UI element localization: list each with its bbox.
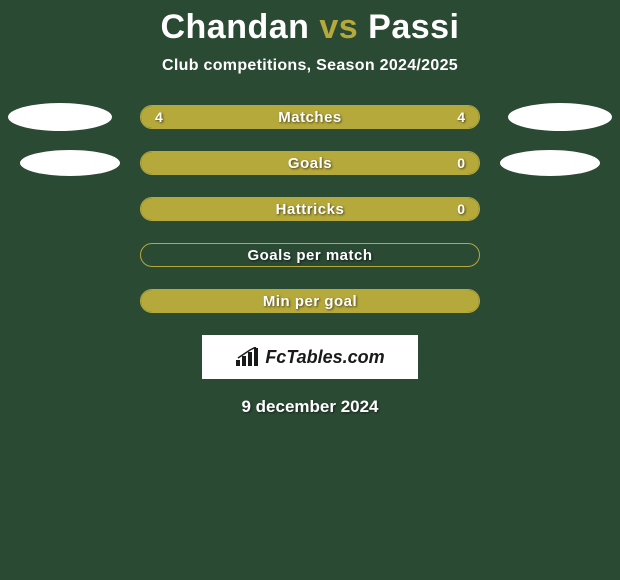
bar-label: Hattricks (141, 201, 479, 218)
stat-row: Hattricks0 (0, 197, 620, 221)
stats-area: 4Matches4Goals0Hattricks0Goals per match… (0, 105, 620, 313)
logo-text: FcTables.com (235, 347, 384, 368)
vs-text: vs (319, 8, 358, 46)
stat-row: 4Matches4 (0, 105, 620, 129)
footer-date: 9 december 2024 (0, 397, 620, 417)
bar-label: Min per goal (141, 293, 479, 310)
stat-bar: Goals per match (140, 243, 480, 267)
bar-value-right: 0 (457, 155, 465, 171)
player1-name: Chandan (160, 8, 309, 46)
chart-icon (235, 347, 261, 367)
right-ellipse (508, 103, 612, 131)
stat-bar: Goals0 (140, 151, 480, 175)
right-ellipse (500, 150, 600, 176)
player2-name: Passi (368, 8, 459, 46)
bar-label: Goals (141, 155, 479, 172)
stat-row: Min per goal (0, 289, 620, 313)
left-ellipse (20, 150, 120, 176)
left-ellipse (8, 103, 112, 131)
stat-bar: Hattricks0 (140, 197, 480, 221)
bar-value-right: 0 (457, 201, 465, 217)
stat-bar: 4Matches4 (140, 105, 480, 129)
subtitle: Club competitions, Season 2024/2025 (0, 57, 620, 75)
bar-label: Matches (141, 109, 479, 126)
bar-label: Goals per match (141, 247, 479, 264)
footer-logo[interactable]: FcTables.com (202, 335, 418, 379)
stat-bar: Min per goal (140, 289, 480, 313)
stat-row: Goals0 (0, 151, 620, 175)
bar-value-right: 4 (457, 109, 465, 125)
page-title: Chandan vs Passi (0, 0, 620, 47)
stat-row: Goals per match (0, 243, 620, 267)
